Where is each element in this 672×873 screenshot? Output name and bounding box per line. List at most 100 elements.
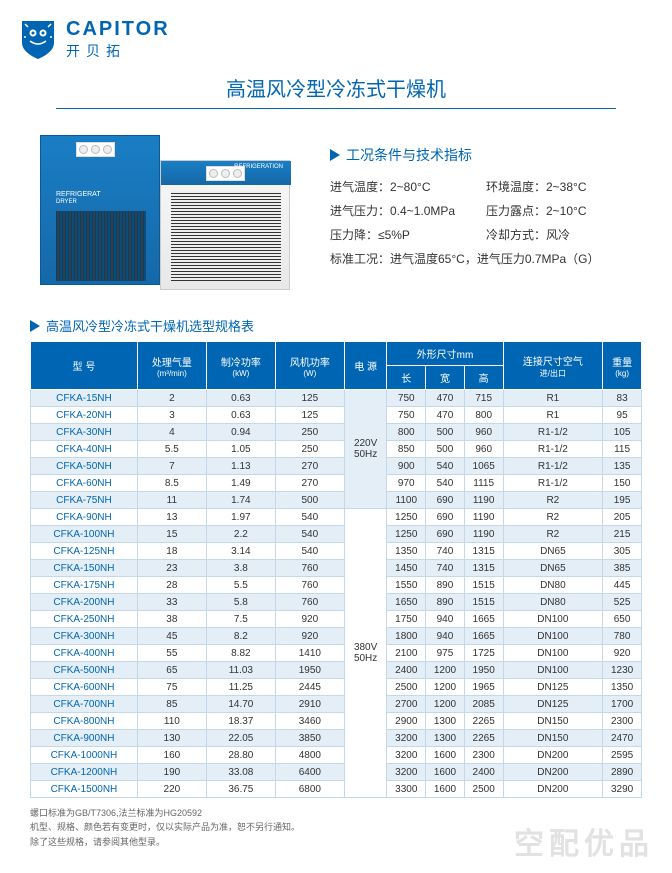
cell-wid: 1600 <box>426 764 465 781</box>
cell-len: 970 <box>387 475 426 492</box>
cell-hgt: 960 <box>464 441 503 458</box>
table-row: CFKA-400NH558.82141021009751725DN100920 <box>31 645 642 662</box>
table-row: CFKA-40NH5.51.05250850500960R1-1/2115 <box>31 441 642 458</box>
cell-len: 3200 <box>387 730 426 747</box>
cell-hgt: 1315 <box>464 560 503 577</box>
cell-kg: 215 <box>603 526 642 543</box>
cell-wid: 890 <box>426 577 465 594</box>
cell-cooling: 5.8 <box>206 594 275 611</box>
cell-fan: 4800 <box>275 747 344 764</box>
col-hgt: 高 <box>464 366 503 390</box>
cell-flow: 11 <box>137 492 206 509</box>
spec-cell: 进气温度：2~80°C <box>330 175 486 199</box>
spec-cell: 压力露点：2~10°C <box>486 199 642 223</box>
brand-header: CAPITOR 开贝拓 <box>0 0 672 69</box>
cell-model: CFKA-400NH <box>31 645 138 662</box>
triangle-icon <box>30 320 40 332</box>
cell-wid: 500 <box>426 424 465 441</box>
cell-hgt: 960 <box>464 424 503 441</box>
cell-cooling: 33.08 <box>206 764 275 781</box>
cell-hgt: 1965 <box>464 679 503 696</box>
cell-cooling: 8.82 <box>206 645 275 662</box>
spec-grid: 进气温度：2~80°C环境温度：2~38°C进气压力：0.4~1.0MPa压力露… <box>330 175 642 271</box>
spec-row: 进气温度：2~80°C环境温度：2~38°C <box>330 175 642 199</box>
cell-kg: 1350 <box>603 679 642 696</box>
cell-fan: 2910 <box>275 696 344 713</box>
cell-flow: 65 <box>137 662 206 679</box>
table-row: CFKA-30NH40.94250800500960R1-1/2105 <box>31 424 642 441</box>
cell-len: 900 <box>387 458 426 475</box>
specs-header: 工况条件与技术指标 <box>330 145 642 165</box>
cell-len: 1350 <box>387 543 426 560</box>
cell-cooling: 11.03 <box>206 662 275 679</box>
cell-cooling: 7.5 <box>206 611 275 628</box>
cell-conn: DN200 <box>503 747 603 764</box>
cell-kg: 920 <box>603 645 642 662</box>
cell-len: 1800 <box>387 628 426 645</box>
cell-cooling: 3.14 <box>206 543 275 560</box>
table-row: CFKA-1000NH16028.804800320016002300DN200… <box>31 747 642 764</box>
cell-fan: 3850 <box>275 730 344 747</box>
cell-cooling: 0.63 <box>206 390 275 407</box>
cell-hgt: 2265 <box>464 713 503 730</box>
cell-wid: 1300 <box>426 730 465 747</box>
cell-fan: 6400 <box>275 764 344 781</box>
col-conn: 连接尺寸空气进/出口 <box>503 342 603 390</box>
cell-kg: 135 <box>603 458 642 475</box>
cell-fan: 540 <box>275 509 344 526</box>
cell-kg: 650 <box>603 611 642 628</box>
cell-model: CFKA-1500NH <box>31 781 138 798</box>
cell-conn: R1-1/2 <box>503 424 603 441</box>
cell-cooling: 1.49 <box>206 475 275 492</box>
cell-conn: R2 <box>503 509 603 526</box>
footnote-line: 机型、规格、颜色若有变更时，仅以实际产品为准，恕不另行通知。 <box>30 820 642 834</box>
cell-cooling: 2.2 <box>206 526 275 543</box>
cell-conn: DN200 <box>503 764 603 781</box>
cell-conn: DN100 <box>503 645 603 662</box>
footnotes: 螺口标准为GB/T7306,法兰标准为HG20592机型、规格、颜色若有变更时，… <box>0 798 672 857</box>
cell-hgt: 1115 <box>464 475 503 492</box>
cell-model: CFKA-200NH <box>31 594 138 611</box>
table-row: CFKA-20NH30.63125750470800R195 <box>31 407 642 424</box>
brand-english: CAPITOR <box>66 18 170 41</box>
cell-model: CFKA-175NH <box>31 577 138 594</box>
cell-wid: 890 <box>426 594 465 611</box>
cell-flow: 45 <box>137 628 206 645</box>
cell-len: 750 <box>387 407 426 424</box>
cell-cooling: 5.5 <box>206 577 275 594</box>
cell-flow: 130 <box>137 730 206 747</box>
cell-wid: 1200 <box>426 679 465 696</box>
cell-flow: 13 <box>137 509 206 526</box>
col-power: 电 源 <box>344 342 387 390</box>
page-title: 高温风冷型冷冻式干燥机 <box>56 73 616 109</box>
cell-wid: 690 <box>426 492 465 509</box>
cell-kg: 3290 <box>603 781 642 798</box>
cell-hgt: 1190 <box>464 509 503 526</box>
cell-model: CFKA-50NH <box>31 458 138 475</box>
cell-len: 1250 <box>387 526 426 543</box>
cell-hgt: 715 <box>464 390 503 407</box>
cell-hgt: 1665 <box>464 628 503 645</box>
cell-len: 3200 <box>387 747 426 764</box>
table-row: CFKA-50NH71.132709005401065R1-1/2135 <box>31 458 642 475</box>
cell-len: 2500 <box>387 679 426 696</box>
cell-conn: DN150 <box>503 713 603 730</box>
cell-cooling: 0.63 <box>206 407 275 424</box>
col-model: 型 号 <box>31 342 138 390</box>
table-row: CFKA-700NH8514.702910270012002085DN12517… <box>31 696 642 713</box>
col-wid: 宽 <box>426 366 465 390</box>
table-row: CFKA-60NH8.51.492709705401115R1-1/2150 <box>31 475 642 492</box>
cell-kg: 385 <box>603 560 642 577</box>
cell-hgt: 800 <box>464 407 503 424</box>
cell-hgt: 1515 <box>464 594 503 611</box>
cell-flow: 7 <box>137 458 206 475</box>
cell-kg: 2890 <box>603 764 642 781</box>
cell-conn: DN80 <box>503 577 603 594</box>
footnote-line: 螺口标准为GB/T7306,法兰标准为HG20592 <box>30 806 642 820</box>
table-row: CFKA-175NH285.576015508901515DN80445 <box>31 577 642 594</box>
col-fan: 风机功率(W) <box>275 342 344 390</box>
cell-hgt: 1190 <box>464 492 503 509</box>
cell-conn: R1-1/2 <box>503 441 603 458</box>
col-len: 长 <box>387 366 426 390</box>
table-row: CFKA-1200NH19033.086400320016002400DN200… <box>31 764 642 781</box>
